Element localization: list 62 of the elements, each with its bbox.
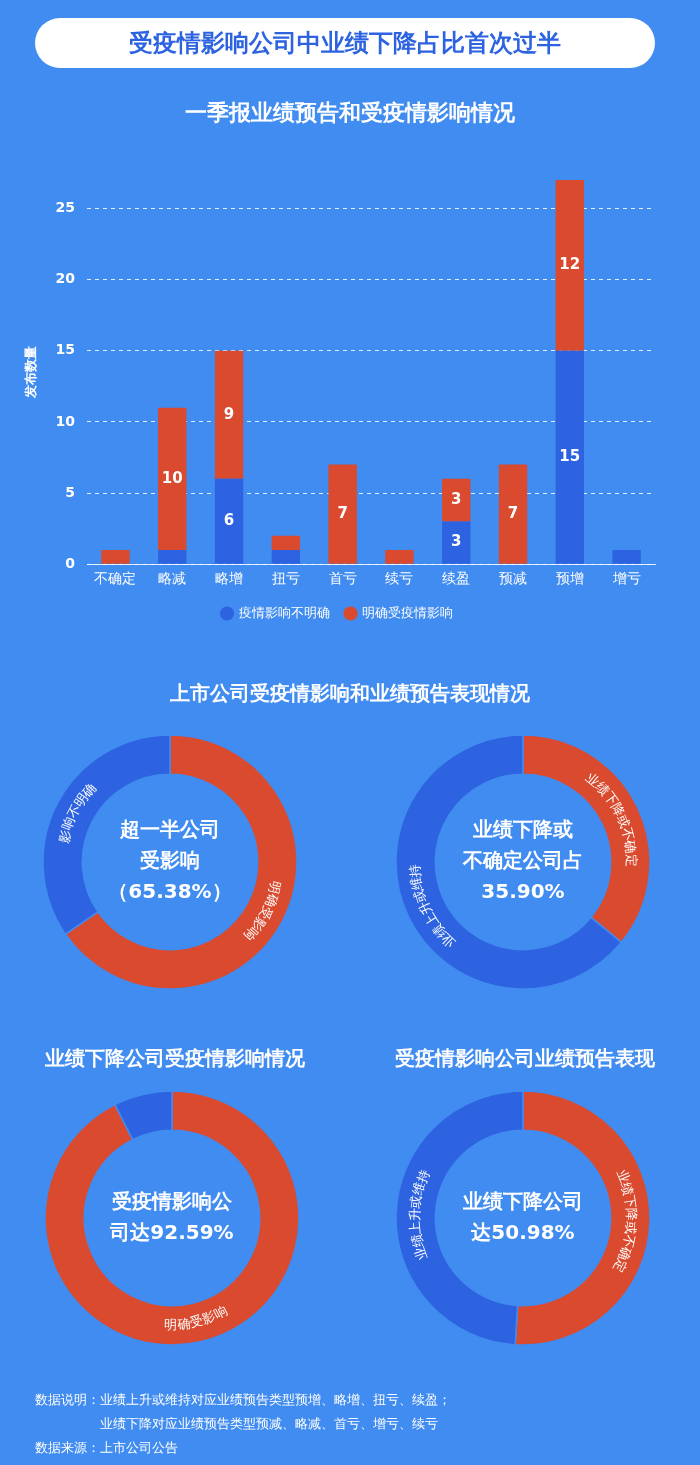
x-tick-label: 增亏 — [611, 570, 641, 587]
y-tick-label: 25 — [55, 199, 76, 216]
y-tick-label: 15 — [55, 341, 76, 358]
data-label: 9 — [223, 404, 235, 423]
y-tick-label: 10 — [55, 412, 76, 429]
x-tick-label: 略减 — [158, 570, 187, 587]
data-label: 7 — [337, 504, 348, 523]
bar — [158, 549, 187, 564]
x-tick-label: 扭亏 — [271, 570, 300, 587]
slice-label: 业绩上升或维持 — [406, 863, 458, 951]
bar — [555, 350, 585, 564]
data-label: 3 — [451, 532, 462, 551]
bar — [328, 464, 357, 564]
x-tick-label: 续盈 — [442, 570, 471, 587]
data-label: 12 — [559, 255, 581, 274]
bar — [442, 478, 471, 522]
bar — [271, 549, 301, 564]
y-tick-label: 20 — [55, 270, 76, 287]
bar — [214, 350, 244, 479]
text: 业绩下降对应业绩预告类型预减、略减、首亏、增亏、续亏 — [100, 1416, 438, 1431]
text: 业绩下降公司达50.98% — [462, 1188, 583, 1244]
slice-label: 明确受影响 — [164, 1302, 230, 1332]
slice-label: 明确受影响 — [241, 879, 285, 944]
data-label: 3 — [451, 490, 462, 509]
x-tick-label: 不确定 — [94, 570, 137, 587]
bar — [442, 521, 471, 564]
bar — [271, 535, 301, 550]
legend-label: 明确受疫情影响 — [362, 604, 453, 620]
y-tick-label: 0 — [65, 554, 76, 571]
slice-label: 影响不明确 — [55, 780, 99, 845]
source-note: 数据来源：上市公司公告 — [35, 1440, 178, 1455]
x-tick-label: 略增 — [215, 570, 244, 587]
bar — [158, 407, 187, 550]
bar — [612, 549, 641, 564]
x-tick-label: 续亏 — [385, 570, 414, 587]
text: 业绩下降或不确定公司占35.90% — [462, 817, 583, 904]
legend-label: 疫情影响不明确 — [238, 604, 330, 620]
bar — [214, 478, 244, 564]
chart-title: 受疫情影响公司业绩预告表现 — [394, 1045, 656, 1072]
x-tick-label: 首亏 — [328, 570, 357, 587]
bar — [101, 549, 130, 564]
y-axis-title: 发布数量 — [23, 346, 39, 400]
x-tick-label: 预增 — [555, 570, 584, 587]
y-tick-label: 5 — [65, 483, 76, 500]
slice-label: 业绩上升或维持 — [406, 1167, 433, 1262]
text: 受疫情影响公司达92.59% — [109, 1188, 234, 1244]
chart-subtitle: 一季报业绩预告和受疫情影响情况 — [184, 99, 516, 127]
text: 上市公司受疫情影响和业绩预告表现情况 — [169, 680, 531, 707]
x-tick-label: 预减 — [499, 570, 528, 587]
bar — [555, 180, 585, 351]
text: 超一半公司受影响（65.38%） — [108, 817, 232, 904]
text: 数据说明：业绩上升或维持对应业绩预告类型预增、略增、扭亏、续盈； — [35, 1392, 451, 1407]
bar — [385, 549, 414, 564]
data-label: 6 — [223, 511, 235, 530]
data-label: 15 — [559, 447, 581, 466]
slice-label: 业绩下降或不确定 — [610, 1167, 640, 1275]
chart-title: 受疫情影响公司中业绩下降占比首次过半 — [35, 18, 655, 68]
data-label: 7 — [507, 504, 519, 523]
data-label: 10 — [161, 468, 183, 487]
bar — [498, 464, 528, 564]
chart-title: 业绩下降公司受疫情影响情况 — [44, 1045, 306, 1072]
slice-label: 业绩下降或不确定 — [583, 769, 640, 867]
